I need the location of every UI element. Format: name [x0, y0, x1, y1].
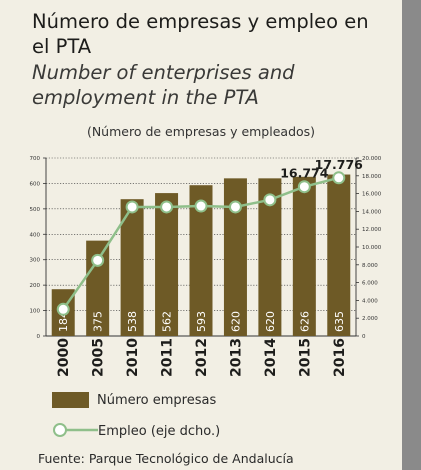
employment-point: [91, 253, 105, 267]
x-tick-label: 2000: [56, 338, 72, 377]
chart-subtitle: (Número de empresas y empleados): [86, 124, 316, 139]
legend-bars-label: Número empresas: [97, 393, 217, 408]
y-left-tick-label: 600: [30, 181, 41, 187]
y-right-tick-label: 6.000: [362, 281, 378, 287]
x-tick-label: 2014: [263, 338, 279, 377]
bar-value-label: 593: [195, 311, 208, 332]
y-right-tick-label: 0: [362, 334, 366, 340]
y-right-tick-label: 2.000: [362, 316, 378, 322]
line-value-label: 17.776: [315, 157, 364, 172]
bar-value-label: 620: [229, 311, 242, 332]
y-right-tick-label: 18.000: [362, 174, 382, 180]
x-tick-label: 2016: [332, 338, 348, 377]
title-es: Número de empresas y empleo en el PTA: [32, 10, 369, 58]
employment-point: [228, 200, 242, 214]
bar-value-label: 620: [264, 311, 277, 332]
employment-point: [332, 171, 346, 185]
x-tick-label: 2015: [297, 338, 313, 377]
bar-value-label: 538: [126, 311, 139, 332]
y-right-tick-label: 10.000: [362, 245, 382, 251]
bar: [258, 178, 282, 336]
title-en: Number of enterprises and employment in …: [32, 61, 295, 109]
employment-point: [297, 180, 311, 194]
x-tick-label: 2013: [228, 338, 244, 377]
bar-value-label: 626: [298, 311, 311, 332]
source-note: Fuente: Parque Tecnológico de Andalucía: [38, 451, 294, 466]
y-right-tick-label: 8.000: [362, 263, 378, 269]
x-tick-label: 2011: [160, 338, 176, 377]
employment-point: [160, 200, 174, 214]
y-left-tick-label: 400: [30, 232, 41, 238]
employment-point: [125, 200, 139, 214]
y-left-tick-label: 300: [30, 258, 41, 264]
bar-value-label: 184: [57, 311, 70, 332]
bar: [223, 178, 247, 336]
x-tick-label: 2005: [91, 338, 107, 377]
y-right-tick-label: 20.000: [362, 156, 382, 162]
bar-value-label: 562: [161, 311, 174, 332]
bar-value-label: 375: [92, 311, 105, 332]
bar: [120, 199, 144, 336]
bar: [327, 174, 351, 336]
legend-line-label: Empleo (eje dcho.): [98, 424, 221, 439]
y-right-tick-label: 12.000: [362, 227, 382, 233]
bar: [189, 185, 213, 336]
line-value-label: 16.774: [280, 166, 329, 181]
bar-value-label: 635: [333, 311, 346, 332]
y-right-tick-label: 4.000: [362, 298, 378, 304]
y-left-tick-label: 700: [30, 156, 41, 162]
y-left-tick-label: 500: [30, 207, 41, 213]
combo-chart: 0 100 200 300 400 500 600 700 0 2.000 4.000 6.000 8.…: [30, 156, 382, 377]
bar: [292, 176, 316, 336]
legend-bar-swatch: [52, 392, 89, 408]
y-left-tick-label: 100: [30, 309, 41, 315]
y-right-tick-label: 14.000: [362, 209, 382, 215]
employment-point: [56, 302, 70, 316]
x-tick-label: 2012: [194, 338, 210, 377]
x-tick-label: 2010: [125, 338, 141, 377]
legend-line-swatch: [53, 423, 98, 437]
y-left-tick-label: 0: [37, 334, 41, 340]
y-right-tick-label: 16.000: [362, 192, 382, 198]
y-left-tick-label: 200: [30, 283, 41, 289]
employment-point: [263, 193, 277, 207]
right-margin: [402, 0, 421, 470]
employment-point: [194, 199, 208, 213]
bar: [155, 193, 179, 336]
bar: [86, 240, 110, 336]
